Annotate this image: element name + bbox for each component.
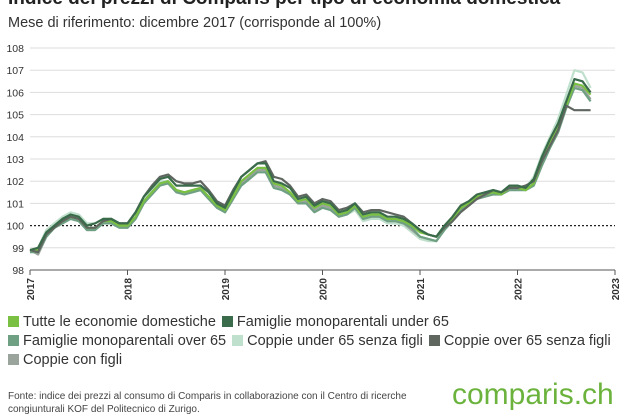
- legend-item[interactable]: Coppie under 65 senza figli: [232, 333, 423, 349]
- y-tick-label: 108: [6, 43, 24, 55]
- legend-swatch: [8, 335, 19, 346]
- chart-legend: Tutte le economie domestiche Famiglie mo…: [8, 312, 628, 369]
- legend-item[interactable]: Tutte le economie domestiche: [8, 314, 216, 330]
- comparis-logo: comparis.ch: [452, 378, 614, 411]
- legend-swatch: [8, 354, 19, 365]
- series-line: [29, 84, 592, 256]
- source-note: Fonte: indice dei prezzi al consumo di C…: [8, 391, 407, 415]
- x-tick-label: 2017: [26, 278, 37, 301]
- legend-item[interactable]: Coppie over 65 senza figli: [428, 332, 611, 349]
- y-tick-label: 102: [6, 176, 24, 188]
- y-tick-label: 107: [6, 65, 24, 77]
- x-tick-label: 2022: [514, 278, 525, 301]
- legend-item[interactable]: Famiglie monoparentali under 65: [221, 313, 449, 330]
- legend-swatch: [221, 316, 233, 327]
- y-tick-label: 106: [6, 87, 24, 99]
- y-tick-label: 103: [6, 154, 24, 166]
- x-tick-label: 2018: [124, 278, 135, 301]
- series-line: [29, 104, 591, 254]
- legend-item[interactable]: Coppie con figli: [8, 352, 122, 368]
- legend-label: Famiglie monoparentali under 65: [236, 313, 449, 330]
- legend-row: Famiglie monoparentali over 65 Coppie un…: [8, 331, 628, 350]
- grid-lines: [30, 47, 615, 271]
- legend-label: Coppie con figli: [23, 351, 123, 368]
- legend-label: Coppie over 65 senza figli: [443, 332, 611, 349]
- y-axis-ticks: 98 99 100 101 102 103 104 105 106 107 108: [6, 43, 24, 277]
- series-line: [30, 86, 592, 254]
- x-tick-label: 2020: [319, 278, 330, 301]
- legend-swatch: [232, 335, 244, 346]
- legend-label: Coppie under 65 senza figli: [247, 332, 423, 349]
- legend-swatch: [428, 335, 440, 346]
- chart-series: [29, 69, 592, 256]
- legend-item[interactable]: Famiglie monoparentali over 65: [8, 333, 226, 349]
- y-tick-label: 100: [6, 221, 24, 233]
- legend-row: Tutte le economie domestiche Famiglie mo…: [8, 312, 628, 331]
- x-tick-label: 2021: [416, 278, 427, 301]
- chart-subtitle: Mese di riferimento: dicembre 2017 (corr…: [8, 15, 382, 31]
- x-axis-ticks: 2017 2018 2019 2020 2021 2022 2023: [26, 269, 622, 301]
- chart-title: Indice dei prezzi di Comparis per tipo d…: [8, 0, 560, 10]
- y-tick-label: 105: [6, 110, 24, 122]
- legend-swatch: [8, 316, 19, 327]
- legend-label: Famiglie monoparentali over 65: [23, 332, 227, 349]
- y-tick-label: 104: [6, 132, 24, 144]
- series-line: [30, 82, 592, 252]
- legend-label: Tutte le economie domestiche: [23, 313, 216, 330]
- legend-row: Coppie con figli: [8, 350, 628, 369]
- x-tick-label: 2019: [221, 278, 232, 301]
- y-tick-label: 101: [6, 198, 24, 210]
- y-tick-label: 98: [12, 265, 24, 277]
- y-tick-label: 99: [12, 243, 24, 255]
- line-chart: 98 99 100 101 102 103 104 105 106 107 108 2017 2018…: [6, 43, 622, 301]
- x-tick-label: 2023: [611, 278, 622, 301]
- series-line: [29, 77, 592, 252]
